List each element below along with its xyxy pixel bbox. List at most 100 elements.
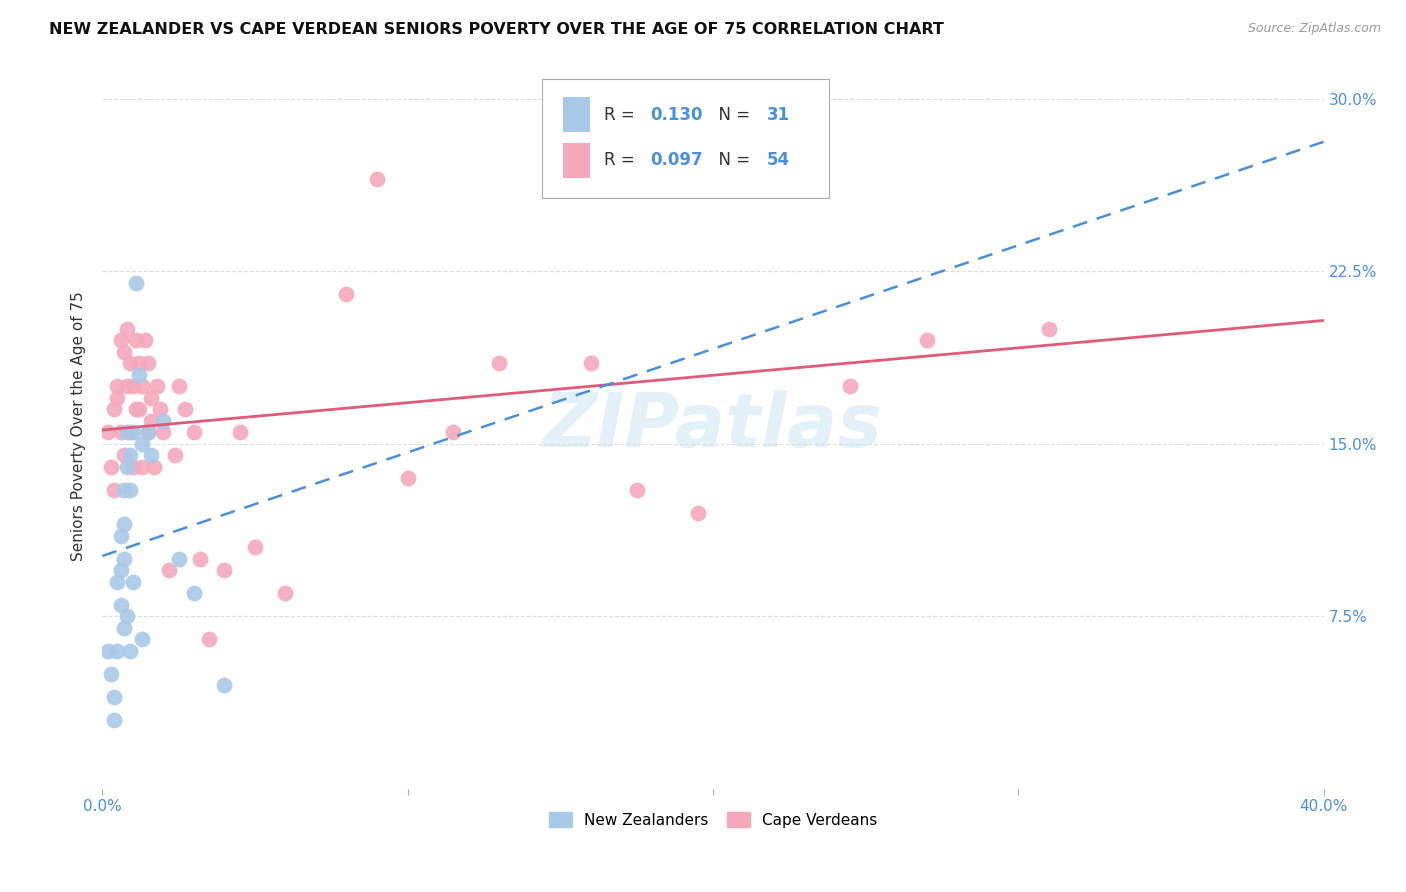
Point [1038, 321, 1060, 335]
Point [107, 574, 129, 589]
Point [173, 402, 195, 417]
Point [762, 149, 785, 163]
Point [112, 344, 135, 359]
Point [107, 391, 129, 405]
Point [128, 356, 150, 370]
Point [131, 436, 153, 450]
Point [686, 506, 709, 520]
Point [112, 551, 135, 566]
Point [146, 379, 169, 393]
Point [143, 459, 166, 474]
Point [396, 471, 419, 485]
Point [125, 276, 148, 290]
Point [107, 643, 129, 657]
Point [110, 598, 132, 612]
Point [103, 483, 125, 497]
Point [115, 609, 138, 624]
Point [100, 666, 122, 681]
Point [103, 690, 125, 704]
Text: 54: 54 [766, 152, 790, 169]
Point [152, 425, 174, 439]
Point [100, 459, 122, 474]
Point [188, 551, 211, 566]
Point [214, 678, 236, 692]
Point [335, 287, 357, 301]
Point [139, 391, 162, 405]
Text: Source: ZipAtlas.com: Source: ZipAtlas.com [1247, 22, 1381, 36]
Point [125, 333, 148, 347]
Point [121, 459, 143, 474]
Text: NEW ZEALANDER VS CAPE VERDEAN SENIORS POVERTY OVER THE AGE OF 75 CORRELATION CHA: NEW ZEALANDER VS CAPE VERDEAN SENIORS PO… [49, 22, 943, 37]
Point [131, 459, 153, 474]
Point [131, 632, 153, 646]
Point [136, 425, 159, 439]
Point [183, 586, 205, 600]
Point [115, 321, 138, 335]
Point [228, 425, 250, 439]
Point [118, 483, 141, 497]
Point [839, 379, 862, 393]
Point [103, 402, 125, 417]
Point [121, 574, 143, 589]
Point [97, 425, 120, 439]
Point [112, 516, 135, 531]
Point [118, 425, 141, 439]
Point [139, 448, 162, 462]
Y-axis label: Seniors Poverty Over the Age of 75: Seniors Poverty Over the Age of 75 [72, 292, 86, 561]
Point [198, 632, 221, 646]
Point [121, 379, 143, 393]
Point [134, 333, 156, 347]
Text: R =: R = [605, 106, 640, 124]
Point [157, 563, 180, 577]
Point [110, 528, 132, 542]
Point [915, 333, 938, 347]
Point [579, 356, 602, 370]
Point [152, 413, 174, 427]
Point [112, 448, 135, 462]
Point [115, 459, 138, 474]
Point [136, 425, 159, 439]
Text: N =: N = [709, 152, 755, 169]
Point [118, 448, 141, 462]
Text: 0.130: 0.130 [651, 106, 703, 124]
Text: 31: 31 [766, 106, 790, 124]
Point [167, 551, 190, 566]
Point [243, 540, 266, 554]
Point [118, 643, 141, 657]
Point [366, 172, 388, 186]
Point [112, 621, 135, 635]
Point [110, 425, 132, 439]
Point [110, 333, 132, 347]
Point [121, 425, 143, 439]
Point [110, 563, 132, 577]
Point [183, 425, 205, 439]
FancyBboxPatch shape [541, 78, 830, 198]
Point [167, 379, 190, 393]
Point [112, 483, 135, 497]
Point [139, 413, 162, 427]
Point [125, 402, 148, 417]
Point [107, 379, 129, 393]
Point [97, 643, 120, 657]
Legend: New Zealanders, Cape Verdeans: New Zealanders, Cape Verdeans [541, 805, 884, 835]
Text: R =: R = [605, 152, 640, 169]
Point [115, 379, 138, 393]
Point [103, 713, 125, 727]
Point [128, 368, 150, 382]
Point [165, 448, 187, 462]
Text: 0.097: 0.097 [651, 152, 703, 169]
Point [149, 402, 172, 417]
Point [274, 586, 297, 600]
Point [136, 356, 159, 370]
Point [118, 356, 141, 370]
Point [441, 425, 464, 439]
FancyBboxPatch shape [562, 143, 589, 178]
Point [128, 402, 150, 417]
Text: N =: N = [709, 106, 755, 124]
Point [131, 379, 153, 393]
Text: ZIPatlas: ZIPatlas [543, 390, 883, 463]
Point [626, 483, 648, 497]
FancyBboxPatch shape [562, 97, 589, 132]
Point [488, 356, 510, 370]
Point [115, 425, 138, 439]
